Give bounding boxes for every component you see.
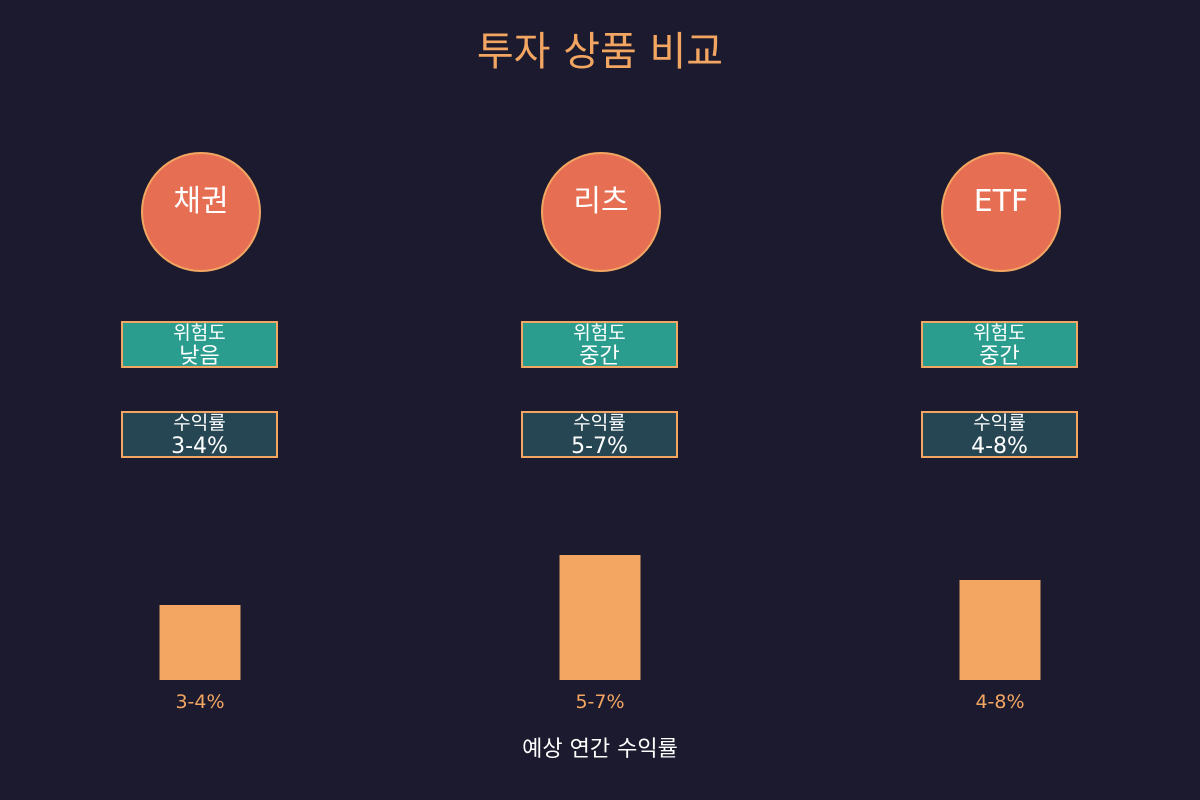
return-label: 수익률 [173,412,226,434]
return-value: 3-4% [171,434,228,459]
return-label: 수익률 [573,412,626,434]
risk-label: 위험도 [573,322,626,344]
return-box-etf: 수익률 4-8% [921,411,1078,459]
risk-value: 중간 [979,344,1020,369]
return-value: 5-7% [571,434,628,459]
bar-2 [959,580,1041,680]
product-circle-bond: 채권 [141,152,261,272]
risk-label: 위험도 [173,322,226,344]
product-name: ETF [973,184,1029,219]
risk-box-bond: 위험도 낮음 [121,321,278,369]
product-name: 채권 [173,184,229,219]
bar-label-1: 5-7% [575,691,624,713]
return-box-reits: 수익률 5-7% [521,411,678,459]
return-value: 4-8% [971,434,1028,459]
return-label: 수익률 [973,412,1026,434]
product-circle-etf: ETF [941,152,1061,272]
risk-value: 중간 [579,344,620,369]
product-name: 리츠 [573,184,629,219]
page-title: 투자 상품 비교 [476,29,724,75]
chart-caption: 예상 연간 수익률 [522,737,678,762]
risk-value: 낮음 [179,344,220,369]
risk-box-etf: 위험도 중간 [921,321,1078,369]
risk-box-reits: 위험도 중간 [521,321,678,369]
bar-label-2: 4-8% [975,691,1024,713]
return-box-bond: 수익률 3-4% [121,411,278,459]
bar-1 [559,555,641,680]
bar-0 [159,605,241,680]
bar-label-0: 3-4% [175,691,224,713]
product-circle-reits: 리츠 [541,152,661,272]
risk-label: 위험도 [973,322,1026,344]
